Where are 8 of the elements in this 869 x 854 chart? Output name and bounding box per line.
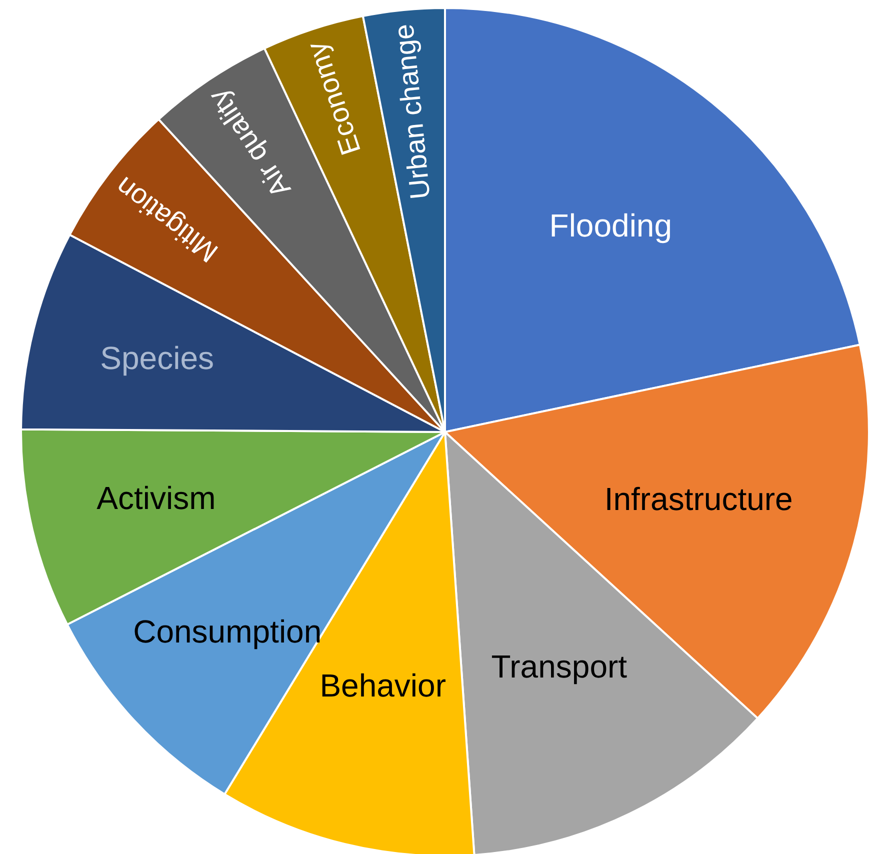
- slice-label: Activism: [96, 480, 216, 516]
- slice-label: Species: [100, 340, 214, 376]
- slice-label: Flooding: [549, 208, 672, 244]
- slice-label: Consumption: [133, 614, 322, 650]
- slice-label: Behavior: [320, 667, 446, 704]
- slice-label: Infrastructure: [604, 481, 793, 518]
- slice-label: Urban change: [388, 22, 436, 201]
- slice-label: Transport: [491, 648, 628, 685]
